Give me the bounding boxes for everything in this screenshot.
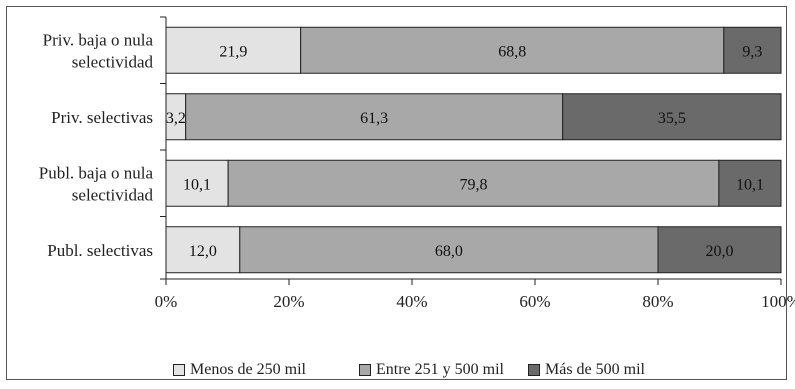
data-label: 79,8 xyxy=(460,176,488,193)
data-label: 10,1 xyxy=(183,176,211,193)
legend-label: Menos de 250 mil xyxy=(190,361,306,378)
data-label: 12,0 xyxy=(189,243,217,260)
data-label: 3,2 xyxy=(166,110,186,127)
bar-segment xyxy=(657,226,782,274)
data-label: 10,1 xyxy=(736,176,764,193)
category-label: Priv. selectivas xyxy=(51,108,153,127)
bar-segment xyxy=(239,226,659,274)
legend-item-251-500: Entre 251 y 500 mil xyxy=(359,361,504,379)
bar-segment xyxy=(227,159,720,207)
data-label: 61,3 xyxy=(360,110,388,127)
legend-item-mas-500: Más de 500 mil xyxy=(528,361,645,379)
category-label: Publ. baja o nula xyxy=(39,163,154,182)
x-tick-label: 60% xyxy=(519,292,550,311)
category-label: Publ. selectivas xyxy=(47,241,153,260)
data-label: 21,9 xyxy=(219,43,247,60)
bar-segment xyxy=(718,159,782,207)
x-tick-label: 80% xyxy=(642,292,673,311)
x-tick-label: 100% xyxy=(761,292,795,311)
legend-label: Entre 251 y 500 mil xyxy=(376,361,504,378)
x-tick-label: 20% xyxy=(273,292,304,311)
legend: Menos de 250 mil Entre 251 y 500 mil Más… xyxy=(0,361,795,381)
bar-segment xyxy=(300,26,725,74)
bar-segment xyxy=(185,93,564,141)
legend-item-menos-250: Menos de 250 mil xyxy=(173,361,306,379)
data-label: 35,5 xyxy=(658,110,686,127)
legend-label: Más de 500 mil xyxy=(545,361,645,378)
x-tick-label: 40% xyxy=(396,292,427,311)
data-label: 68,8 xyxy=(498,43,526,60)
legend-swatch xyxy=(359,364,371,376)
legend-swatch xyxy=(173,364,185,376)
legend-swatch xyxy=(528,364,540,376)
data-label: 68,0 xyxy=(435,243,463,260)
bar-segment xyxy=(165,26,302,74)
bar-segment xyxy=(723,26,782,74)
data-label: 20,0 xyxy=(706,243,734,260)
x-tick-label: 0% xyxy=(155,292,178,311)
bar-segment xyxy=(562,93,782,141)
category-label: Priv. baja o nula xyxy=(43,30,154,49)
category-label: selectividad xyxy=(72,185,154,204)
category-label: selectividad xyxy=(72,52,154,71)
data-label: 9,3 xyxy=(742,43,762,60)
